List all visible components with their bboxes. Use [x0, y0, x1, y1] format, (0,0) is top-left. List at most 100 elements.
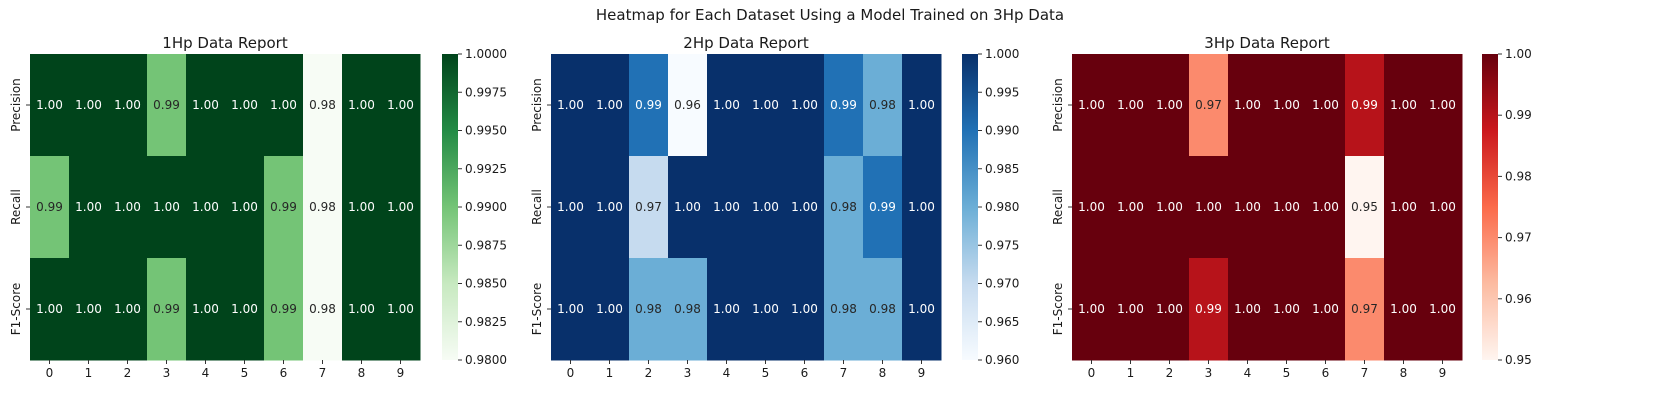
cell-value-label: 1.00	[1117, 98, 1144, 112]
heatmap-cell	[551, 54, 591, 157]
heatmap-cell	[1189, 54, 1229, 157]
cell-value-label: 0.98	[869, 302, 896, 316]
heatmap-cell	[303, 54, 343, 157]
panel-title: 3Hp Data Report	[1204, 34, 1330, 52]
x-tick-label: 3	[1205, 366, 1213, 380]
heatmap-cell	[225, 54, 265, 157]
cell-value-label: 1.00	[153, 200, 180, 214]
x-tick-label: 3	[163, 366, 171, 380]
heatmap-cell	[746, 156, 786, 259]
cell-value-label: 1.00	[75, 302, 102, 316]
cell-value-label: 0.99	[36, 200, 63, 214]
heatmap-cell	[824, 54, 864, 157]
heatmap-cell	[707, 156, 747, 259]
cell-value-label: 1.00	[596, 98, 623, 112]
y-tick-label: Precision	[530, 78, 544, 132]
heatmap-cell	[342, 156, 382, 259]
heatmap-cell	[1228, 54, 1268, 157]
cell-value-label: 1.00	[387, 302, 414, 316]
heatmap-cell	[590, 156, 630, 259]
heatmap-cell	[629, 156, 669, 259]
cell-value-label: 0.98	[869, 98, 896, 112]
heatmap-cell	[108, 156, 148, 259]
heatmap-cell	[225, 156, 265, 259]
heatmap-cell	[1150, 54, 1190, 157]
heatmap-cell	[303, 156, 343, 259]
cell-value-label: 1.00	[1234, 302, 1261, 316]
colorbar-tick-label: 0.990	[985, 124, 1019, 138]
colorbar-tick-label: 0.9850	[465, 277, 507, 291]
heatmap-cell	[30, 258, 70, 361]
cell-value-label: 0.97	[635, 200, 662, 214]
colorbar	[442, 54, 458, 360]
colorbar-tick-label: 0.9825	[465, 315, 507, 329]
y-tick-label: F1-Score	[9, 283, 23, 335]
heatmap-panel-3: 3Hp Data Report 1.00 1.00 1.00 0.97 1.00 1.00 1…	[1051, 34, 1532, 380]
heatmap-cell	[1306, 258, 1346, 361]
heatmap-cell	[342, 54, 382, 157]
cell-value-label: 0.98	[674, 302, 701, 316]
cell-value-label: 1.00	[1234, 98, 1261, 112]
cell-value-label: 1.00	[75, 200, 102, 214]
cell-value-label: 1.00	[557, 98, 584, 112]
cell-value-label: 0.98	[309, 302, 336, 316]
heatmap-cell	[1072, 156, 1112, 259]
cell-value-label: 0.99	[635, 98, 662, 112]
cell-value-label: 1.00	[1156, 98, 1183, 112]
heatmap-cell	[1384, 156, 1424, 259]
heatmap-cell	[186, 54, 226, 157]
cell-value-label: 0.99	[869, 200, 896, 214]
cell-value-label: 1.00	[908, 302, 935, 316]
heatmap-cell	[707, 54, 747, 157]
colorbar-tick-label: 1.000	[985, 47, 1019, 61]
heatmap-panels: 1Hp Data Report 1.00 1.00 1.00 0.99 1.00 1.00 1…	[9, 34, 1532, 380]
x-tick-label: 6	[801, 366, 809, 380]
y-tick-label: Precision	[1051, 78, 1065, 132]
heatmap-cell	[1150, 156, 1190, 259]
x-tick-label: 0	[1088, 366, 1096, 380]
cell-value-label: 1.00	[1429, 98, 1456, 112]
heatmap-cell	[824, 156, 864, 259]
cell-value-label: 0.97	[1351, 302, 1378, 316]
colorbar-tick-label: 0.965	[985, 315, 1019, 329]
colorbar-tick-label: 0.985	[985, 162, 1019, 176]
cell-value-label: 1.00	[791, 98, 818, 112]
cell-value-label: 1.00	[231, 98, 258, 112]
heatmap-cell	[1072, 54, 1112, 157]
colorbar-tick-label: 0.9900	[465, 200, 507, 214]
heatmap-cell	[1267, 258, 1307, 361]
heatmap-cell	[1345, 156, 1385, 259]
heatmap-cell	[30, 54, 70, 157]
heatmap-cell	[264, 258, 304, 361]
cell-value-label: 0.95	[1351, 200, 1378, 214]
heatmap-cell	[590, 54, 630, 157]
cell-value-label: 1.00	[596, 302, 623, 316]
cell-value-label: 0.99	[153, 302, 180, 316]
heatmap-cell	[707, 258, 747, 361]
x-tick-label: 1	[85, 366, 93, 380]
heatmap-cell	[1423, 156, 1463, 259]
heatmap-cell	[785, 156, 825, 259]
cell-value-label: 1.00	[1273, 98, 1300, 112]
cell-value-label: 1.00	[596, 200, 623, 214]
cell-value-label: 1.00	[674, 200, 701, 214]
cell-value-label: 0.99	[1351, 98, 1378, 112]
heatmap-cell	[1384, 54, 1424, 157]
cell-value-label: 1.00	[192, 302, 219, 316]
cell-value-label: 1.00	[387, 98, 414, 112]
x-tick-label: 8	[1400, 366, 1408, 380]
x-tick-label: 4	[202, 366, 210, 380]
figure-suptitle: Heatmap for Each Dataset Using a Model T…	[596, 6, 1064, 24]
heatmap-cell	[1267, 54, 1307, 157]
heatmap-cell	[1228, 258, 1268, 361]
cell-value-label: 1.00	[387, 200, 414, 214]
heatmap-cell	[863, 54, 903, 157]
heatmap-cell	[746, 54, 786, 157]
cell-value-label: 1.00	[1312, 200, 1339, 214]
cell-value-label: 0.98	[309, 200, 336, 214]
cell-value-label: 1.00	[1312, 302, 1339, 316]
cell-value-label: 1.00	[713, 200, 740, 214]
heatmap-cell	[186, 156, 226, 259]
heatmap-cell	[785, 258, 825, 361]
cell-value-label: 0.98	[830, 200, 857, 214]
